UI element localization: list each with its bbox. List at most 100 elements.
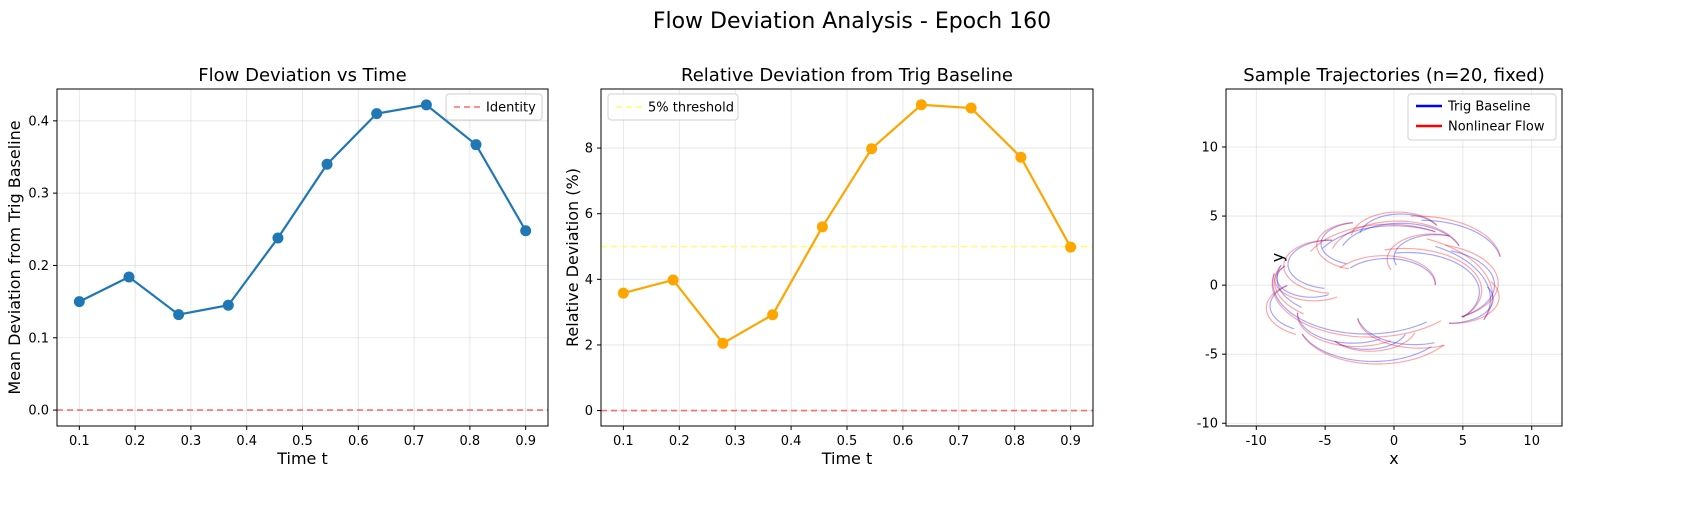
x-tick-label: 0.2 (669, 434, 690, 449)
y-axis-label: y (1268, 253, 1287, 262)
nonlinear-flow-trajectory (1301, 333, 1445, 365)
series-line (78, 103, 527, 316)
x-tick-label: 0 (1390, 434, 1398, 449)
y-tick-label: 4 (585, 273, 593, 288)
nonlinear-flow-trajectory (1449, 281, 1500, 324)
y-axis-label: Relative Deviation (%) (563, 168, 582, 347)
data-point (123, 271, 135, 283)
x-tick-label: -10 (1246, 434, 1267, 449)
trig-baseline-trajectory (1297, 312, 1381, 344)
y-tick-label: 2 (585, 338, 593, 353)
nonlinear-flow-trajectory (1265, 284, 1297, 336)
x-tick-label: 10 (1523, 434, 1540, 449)
y-tick-label: 0.3 (28, 187, 49, 202)
nonlinear-flow-trajectory (1426, 238, 1494, 321)
nonlinear-flow-trajectory (1283, 239, 1333, 294)
data-point (470, 139, 482, 151)
data-point (520, 225, 532, 237)
nonlinear-flow-trajectory (1445, 244, 1499, 318)
x-tick-label: 0.4 (236, 434, 257, 449)
nonlinear-flow-trajectory (1334, 332, 1416, 352)
trig-baseline-trajectory (1349, 257, 1436, 286)
x-tick-label: 0.1 (613, 434, 634, 449)
x-tick-label: 0.7 (948, 434, 969, 449)
x-tick-label: 0.8 (1004, 434, 1025, 449)
series-line (623, 103, 1072, 345)
data-point (371, 108, 383, 120)
y-tick-label: 6 (585, 207, 593, 222)
data-point (617, 287, 629, 299)
data-point (222, 299, 234, 311)
trig-baseline-trajectory (1342, 222, 1460, 247)
nonlinear-flow-trajectory (1410, 215, 1501, 257)
data-point (321, 158, 333, 170)
y-tick-label: 0 (585, 404, 593, 419)
nonlinear-flow-trajectory (1296, 312, 1391, 348)
trig-baseline-trajectory (1450, 250, 1496, 318)
figure-suptitle: Flow Deviation Analysis - Epoch 160 (653, 9, 1051, 34)
x-tick-label: 0.2 (125, 434, 146, 449)
x-tick-label: 5 (1459, 434, 1467, 449)
trig-baseline-trajectory (1395, 251, 1480, 318)
nonlinear-flow-trajectory (1316, 222, 1353, 270)
x-tick-label: 0.6 (348, 434, 369, 449)
x-tick-label: 0.3 (181, 434, 202, 449)
data-point (767, 309, 779, 321)
data-point (816, 221, 828, 233)
trig-baseline-trajectory (1421, 219, 1501, 257)
legend-box (445, 93, 543, 121)
x-tick-label: 0.7 (404, 434, 425, 449)
data-point (965, 102, 977, 114)
y-tick-label: 0.1 (28, 331, 49, 346)
legend-box (1407, 93, 1557, 141)
nonlinear-flow-trajectory (1357, 318, 1445, 349)
x-tick-label: 0.6 (893, 434, 914, 449)
panel-sample-trajectories: -10 -5 0 5 10 -10 -5 0 5 10 Sample Trajectories (n… (1197, 65, 1563, 468)
nonlinear-flow-trajectory (1331, 220, 1460, 250)
x-tick-label: 0.5 (292, 434, 313, 449)
trig-baseline-trajectory (1272, 273, 1427, 335)
nonlinear-flow-trajectory (1273, 264, 1304, 315)
data-point (915, 99, 927, 111)
y-tick-label: 8 (585, 142, 593, 157)
trajectories-group (1265, 211, 1501, 365)
nonlinear-flow-trajectory (1309, 223, 1436, 253)
x-axis-label: x (1389, 449, 1398, 468)
nonlinear-flow-trajectory (1350, 211, 1438, 236)
data-point (866, 143, 878, 155)
y-axis-label: Mean Deviation from Trig Baseline (5, 120, 24, 394)
data-point (420, 99, 432, 111)
y-tick-label: 0 (1210, 279, 1218, 294)
y-tick-label: 5 (1210, 210, 1218, 225)
data-point (173, 309, 185, 321)
y-tick-label: -10 (1197, 417, 1218, 432)
x-tick-label: 0.9 (1060, 434, 1081, 449)
y-tick-label: 0.2 (28, 259, 49, 274)
x-tick-label: -5 (1319, 434, 1332, 449)
panel-relative-deviation: 0.1 0.2 0.3 0.4 0.5 0.6 0.7 0.8 0.902468Relative… (563, 65, 1094, 468)
trig-baseline-trajectory (1320, 222, 1353, 265)
panel-flow-deviation: 0.1 0.2 0.3 0.4 0.5 0.6 0.7 0.8 0.9 0.0 0.1 0.2 0.3 0… (5, 65, 549, 468)
nonlinear-flow-trajectory (1386, 233, 1450, 271)
data-point (1015, 151, 1027, 163)
legend-label-trig: Trig Baseline (1447, 100, 1531, 115)
data-point (73, 296, 85, 308)
nonlinear-flow-trajectory (1384, 247, 1483, 318)
x-axis-label: Time t (276, 449, 328, 468)
x-tick-label: 0.3 (725, 434, 746, 449)
trig-baseline-trajectory (1276, 264, 1302, 308)
y-tick-label: 0.4 (28, 114, 49, 129)
trig-baseline-trajectory (1357, 318, 1435, 346)
panel-title: Flow Deviation vs Time (198, 65, 406, 86)
nonlinear-flow-trajectory (1339, 255, 1437, 286)
y-tick-label: -5 (1205, 348, 1218, 363)
trig-baseline-trajectory (1269, 284, 1295, 330)
trig-baseline-trajectory (1449, 286, 1494, 324)
data-point (717, 337, 729, 349)
data-point (667, 274, 679, 286)
legend-box (607, 93, 739, 121)
nonlinear-flow-trajectory (1271, 273, 1442, 338)
data-point (272, 232, 284, 244)
x-tick-label: 0.4 (781, 434, 802, 449)
trig-baseline-trajectory (1334, 334, 1406, 350)
